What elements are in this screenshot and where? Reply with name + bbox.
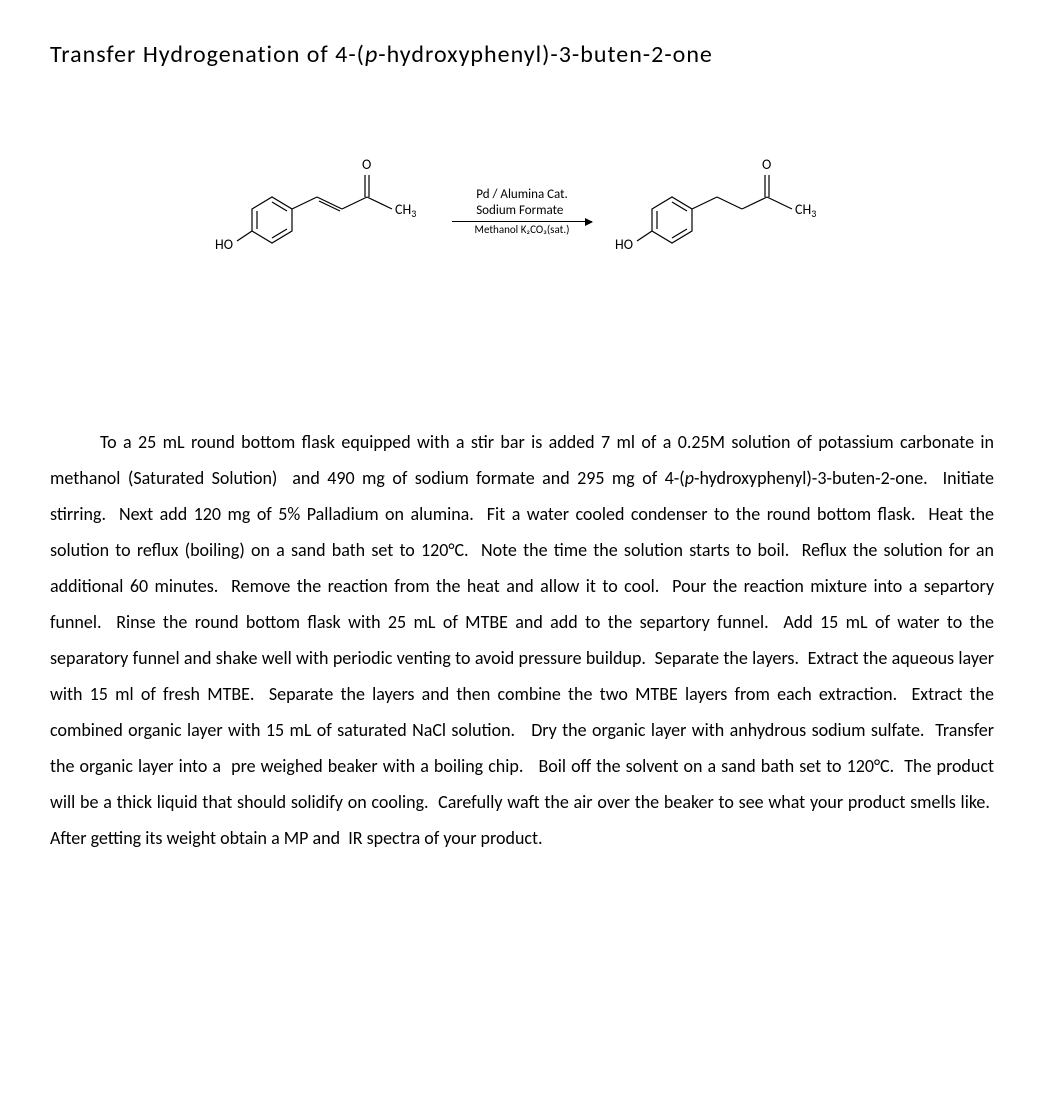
ho-label: HO [615,236,633,253]
condition-line-1: Pd / Alumina Cat. [476,187,568,203]
reaction-arrow: Pd / Alumina Cat. Sodium Formate Methano… [452,187,592,235]
reactant-molecule: HO O CH3 [207,149,437,274]
procedure-text: To a 25 mL round bottom flask equipped w… [50,424,994,856]
reaction-scheme: HO O CH3 Pd / Alumina Cat. Sodium Format… [50,149,994,274]
product-molecule: HO O CH3 [607,149,837,274]
title-prefix: Transfer Hydrogenation of 4-( [50,40,365,69]
o-label: O [362,156,371,173]
ch3-label: CH3 [395,201,416,220]
o-label: O [762,156,771,173]
title-suffix: -hydroxyphenyl)-3-buten-2-one [378,40,713,69]
condition-line-2: Sodium Formate [476,203,568,219]
ch3-label: CH3 [795,201,816,220]
reactant-structure-icon: HO O CH3 [207,149,437,269]
arrow-line-icon [452,221,592,222]
procedure-body: To a 25 mL round bottom flask equipped w… [50,431,994,849]
page-title: Transfer Hydrogenation of 4-(p-hydroxyph… [50,40,994,69]
ho-label: HO [215,236,233,253]
below-arrow-text: Methanol K₂CO₃(sat.) [475,223,570,236]
title-italic: p [365,40,378,69]
product-structure-icon: HO O CH3 [607,149,837,269]
reaction-conditions: Pd / Alumina Cat. Sodium Formate [476,187,568,218]
